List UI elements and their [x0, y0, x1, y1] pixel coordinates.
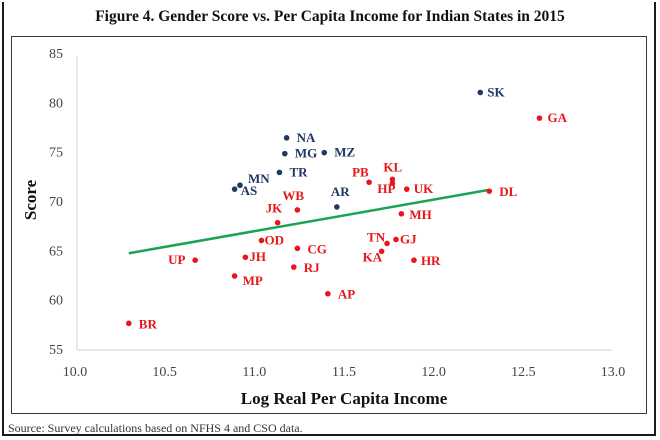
data-point-up — [192, 257, 198, 264]
data-point-mh — [398, 211, 405, 217]
data-point-mn — [237, 182, 243, 189]
x-tick-label: 12.0 — [421, 365, 446, 380]
y-axis-title: Score — [21, 179, 40, 220]
point-label-dl: DL — [499, 184, 517, 199]
point-label-mp: MP — [243, 273, 263, 288]
y-tick-labels: 55 60 65 70 75 80 85 — [49, 47, 63, 358]
data-point-od — [258, 237, 265, 244]
trend-line — [128, 188, 488, 255]
source-note: Source: Survey calculations based on NFH… — [8, 421, 303, 435]
x-tick-label: 10.5 — [152, 365, 177, 380]
point-label-cg: CG — [307, 241, 327, 256]
point-label-wb: WB — [282, 188, 304, 203]
x-axis-title: Log Real Per Capita Income — [241, 389, 448, 408]
y-tick-label: 85 — [49, 47, 63, 62]
data-point-jk — [274, 219, 281, 226]
point-label-gj: GJ — [400, 231, 417, 246]
data-point-mp — [231, 273, 238, 279]
point-label-jk: JK — [266, 201, 284, 216]
point-label-rj: RJ — [304, 260, 320, 275]
data-point-hp — [389, 180, 396, 187]
point-label-ar: AR — [331, 184, 350, 199]
point-label-hr: HR — [421, 253, 441, 268]
point-label-mg: MG — [295, 146, 317, 161]
x-tick-label: 11.0 — [242, 365, 266, 380]
point-label-mh: MH — [409, 207, 431, 222]
data-point-ka — [378, 248, 385, 255]
data-point-ga — [536, 115, 543, 121]
data-point-rj — [290, 264, 297, 270]
y-tick-label: 70 — [49, 195, 63, 210]
chart-title: Figure 4. Gender Score vs. Per Capita In… — [95, 8, 565, 25]
y-tick-label: 55 — [49, 343, 63, 358]
data-point-mz — [321, 149, 328, 156]
data-point-sk — [477, 89, 484, 96]
point-label-as: AS — [241, 183, 258, 198]
data-point-kl — [389, 176, 396, 183]
point-label-tn: TN — [367, 229, 386, 244]
point-label-mz: MZ — [334, 145, 355, 160]
data-point-br — [126, 320, 132, 327]
data-point-ap — [325, 290, 331, 297]
point-label-pb: PB — [352, 164, 369, 179]
y-tick-label: 80 — [49, 96, 63, 111]
data-point-cg — [294, 245, 301, 252]
y-tick-label: 75 — [49, 146, 63, 161]
data-point-hr — [411, 257, 417, 264]
point-label-hp: HP — [377, 181, 395, 196]
x-tick-labels: 10.0 10.5 11.0 11.5 12.0 12.5 13.0 — [63, 365, 626, 380]
point-label-kl: KL — [383, 159, 402, 174]
data-point-tr — [276, 169, 283, 176]
data-point-dl — [486, 188, 493, 194]
point-label-od: OD — [265, 232, 285, 247]
data-point-ar — [334, 204, 340, 210]
data-point-as — [231, 186, 238, 192]
data-point-jh — [242, 254, 249, 261]
point-label-uk: UK — [414, 181, 434, 196]
data-point-mg — [282, 150, 288, 157]
figure-frame — [2, 2, 656, 436]
x-tick-label: 12.5 — [511, 365, 536, 380]
data-point-gj — [393, 236, 399, 243]
data-point-na — [283, 135, 290, 141]
x-tick-label: 13.0 — [601, 365, 626, 380]
data-point-pb — [366, 179, 372, 186]
y-tick-label: 60 — [49, 294, 63, 309]
point-label-up: UP — [168, 252, 185, 267]
data-point-uk — [403, 186, 410, 192]
data-point-tn — [384, 240, 390, 247]
point-label-sk: SK — [487, 84, 505, 99]
point-label-ka: KA — [363, 249, 383, 264]
point-label-jh: JH — [249, 249, 266, 264]
point-label-br: BR — [139, 316, 158, 331]
point-label-ap: AP — [338, 287, 355, 302]
point-label-tr: TR — [289, 164, 308, 179]
y-tick-label: 65 — [49, 244, 63, 259]
point-label-na: NA — [297, 130, 316, 145]
point-label-mn: MN — [248, 171, 270, 186]
point-label-ga: GA — [547, 110, 567, 125]
data-point-wb — [294, 207, 301, 213]
chart-box — [11, 36, 647, 414]
x-tick-label: 11.5 — [332, 365, 356, 380]
x-tick-label: 10.0 — [63, 365, 88, 380]
